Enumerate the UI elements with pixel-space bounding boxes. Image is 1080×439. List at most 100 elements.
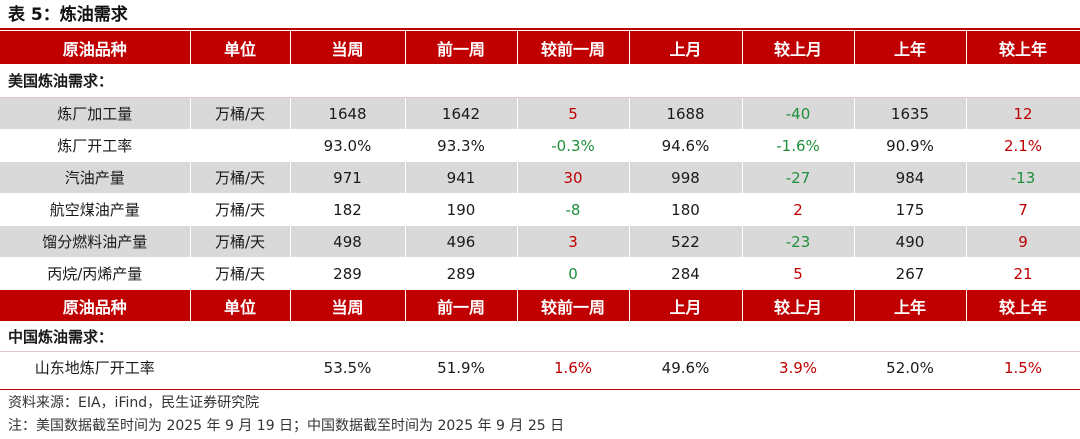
table-row: 山东地炼厂开工率 53.5% 51.9% 1.6% 49.6% 3.9% 52.0% 1.5%: [0, 351, 1080, 384]
header-cell: 上年: [854, 289, 967, 321]
cell-chg-month: -40: [742, 97, 855, 130]
header-cell: 原油品种: [0, 289, 191, 321]
cell-last-year: 52.0%: [854, 351, 967, 384]
section-row-us: 美国炼油需求：: [0, 64, 1080, 98]
cell-unit: [190, 351, 291, 384]
cell-name: 汽油产量: [0, 161, 191, 194]
cell-cur: 1648: [290, 97, 406, 130]
header-cell: 较上年: [966, 31, 1080, 64]
cell-cur: 971: [290, 161, 406, 194]
cell-cur: 498: [290, 225, 406, 258]
table-row: 航空煤油产量 万桶/天 182 190 -8 180 2 175 7: [0, 193, 1080, 226]
cell-name: 炼厂加工量: [0, 97, 191, 130]
cell-chg-week: 30: [517, 161, 630, 194]
table-title: 表 5：炼油需求: [8, 5, 128, 25]
cell-name: 航空煤油产量: [0, 193, 191, 226]
cell-chg-week: 5: [517, 97, 630, 130]
cell-prev-week: 93.3%: [405, 129, 518, 162]
cell-last-month: 94.6%: [629, 129, 743, 162]
cell-cur: 53.5%: [290, 351, 406, 384]
cell-chg-month: 5: [742, 257, 855, 290]
section-label: 中国炼油需求：: [0, 321, 1080, 352]
table-row: 炼厂加工量 万桶/天 1648 1642 5 1688 -40 1635 12: [0, 97, 1080, 130]
header-cell: 较上月: [742, 31, 855, 64]
cell-unit: 万桶/天: [190, 97, 291, 130]
cell-chg-year: 7: [966, 193, 1080, 226]
cell-cur: 93.0%: [290, 129, 406, 162]
header-cell: 单位: [190, 289, 291, 321]
cell-prev-week: 496: [405, 225, 518, 258]
refining-demand-table: 原油品种 单位 当周 前一周 较前一周 上月 较上月 上年 较上年 美国炼油需求…: [0, 31, 1080, 384]
cell-unit: 万桶/天: [190, 161, 291, 194]
header-cell: 较前一周: [517, 31, 630, 64]
cell-prev-week: 941: [405, 161, 518, 194]
cell-chg-week: 1.6%: [517, 351, 630, 384]
section-row-cn: 中国炼油需求：: [0, 321, 1080, 352]
cell-name: 炼厂开工率: [0, 129, 191, 162]
table-row: 馏分燃料油产量 万桶/天 498 496 3 522 -23 490 9: [0, 225, 1080, 258]
section-label: 美国炼油需求：: [0, 64, 1080, 98]
header-cell: 原油品种: [0, 31, 191, 64]
header-cell: 较上月: [742, 289, 855, 321]
cell-prev-week: 289: [405, 257, 518, 290]
cn-rows: 山东地炼厂开工率 53.5% 51.9% 1.6% 49.6% 3.9% 52.0% 1.5%: [0, 351, 1080, 384]
cell-chg-month: -23: [742, 225, 855, 258]
cell-last-year: 1635: [854, 97, 967, 130]
header-cell: 前一周: [405, 289, 518, 321]
cell-name: 馏分燃料油产量: [0, 225, 191, 258]
remark-note: 注：美国数据截至时间为 2025 年 9 月 19 日；中国数据截至时间为 20…: [8, 418, 565, 434]
us-rows: 炼厂加工量 万桶/天 1648 1642 5 1688 -40 1635 12 炼厂开工率 93.0…: [0, 97, 1080, 290]
cell-chg-week: -8: [517, 193, 630, 226]
cell-prev-week: 51.9%: [405, 351, 518, 384]
cell-last-month: 998: [629, 161, 743, 194]
cell-chg-year: 21: [966, 257, 1080, 290]
bottom-divider: [0, 389, 1080, 390]
header-cell: 当周: [290, 31, 406, 64]
cell-chg-year: -13: [966, 161, 1080, 194]
cell-last-year: 267: [854, 257, 967, 290]
header-cell: 上月: [629, 289, 743, 321]
table-row: 炼厂开工率 93.0% 93.3% -0.3% 94.6% -1.6% 90.9% 2.1%: [0, 129, 1080, 162]
cell-chg-week: -0.3%: [517, 129, 630, 162]
cell-unit: 万桶/天: [190, 257, 291, 290]
cell-last-year: 984: [854, 161, 967, 194]
cell-cur: 289: [290, 257, 406, 290]
table-header-row: 原油品种 单位 当周 前一周 较前一周 上月 较上月 上年 较上年: [0, 31, 1080, 64]
table-row: 丙烷/丙烯产量 万桶/天 289 289 0 284 5 267 21: [0, 257, 1080, 290]
cell-chg-year: 1.5%: [966, 351, 1080, 384]
header-cell: 前一周: [405, 31, 518, 64]
cell-name: 丙烷/丙烯产量: [0, 257, 191, 290]
cell-last-year: 490: [854, 225, 967, 258]
header-cell: 较前一周: [517, 289, 630, 321]
cell-chg-month: -1.6%: [742, 129, 855, 162]
source-note: 资料来源：EIA，iFind，民生证券研究院: [8, 395, 260, 411]
cell-last-year: 90.9%: [854, 129, 967, 162]
cell-last-year: 175: [854, 193, 967, 226]
cell-chg-year: 9: [966, 225, 1080, 258]
cell-prev-week: 190: [405, 193, 518, 226]
cell-chg-week: 0: [517, 257, 630, 290]
header-cell: 当周: [290, 289, 406, 321]
cell-unit: 万桶/天: [190, 193, 291, 226]
cell-chg-month: -27: [742, 161, 855, 194]
cell-chg-year: 12: [966, 97, 1080, 130]
header-cell: 上月: [629, 31, 743, 64]
cell-chg-year: 2.1%: [966, 129, 1080, 162]
table-header-row-repeat: 原油品种 单位 当周 前一周 较前一周 上月 较上月 上年 较上年: [0, 289, 1080, 321]
cell-name: 山东地炼厂开工率: [0, 351, 191, 384]
cell-unit: [190, 129, 291, 162]
cell-chg-week: 3: [517, 225, 630, 258]
cell-last-month: 1688: [629, 97, 743, 130]
cell-cur: 182: [290, 193, 406, 226]
cell-last-month: 284: [629, 257, 743, 290]
cell-last-month: 522: [629, 225, 743, 258]
cell-chg-month: 2: [742, 193, 855, 226]
table-row: 汽油产量 万桶/天 971 941 30 998 -27 984 -13: [0, 161, 1080, 194]
cell-chg-month: 3.9%: [742, 351, 855, 384]
cell-unit: 万桶/天: [190, 225, 291, 258]
cell-last-month: 49.6%: [629, 351, 743, 384]
header-cell: 单位: [190, 31, 291, 64]
header-cell: 上年: [854, 31, 967, 64]
cell-last-month: 180: [629, 193, 743, 226]
